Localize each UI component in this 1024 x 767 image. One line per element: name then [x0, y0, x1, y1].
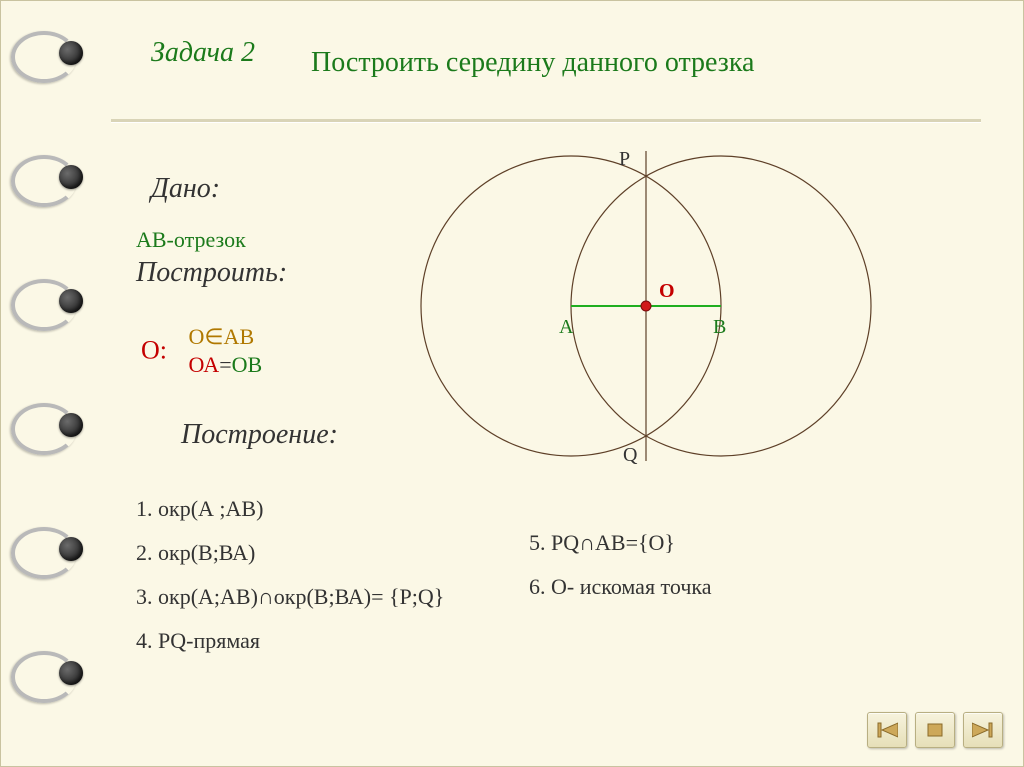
- diagram-svg: P Q А В О: [401, 121, 961, 481]
- home-button[interactable]: [915, 712, 955, 748]
- cond-ob: ОВ: [232, 352, 263, 377]
- binder-ring: [21, 23, 81, 83]
- step-5: 5. PQ∩АВ={О}: [529, 521, 712, 565]
- label-a: А: [559, 316, 574, 338]
- label-p: P: [619, 148, 630, 170]
- cond-oa: ОА: [189, 352, 220, 377]
- step-1: 1. окр(А ;АВ): [136, 487, 444, 531]
- prev-icon: [876, 720, 898, 740]
- binder-ring: [21, 519, 81, 579]
- step-3: 3. окр(А;АВ)∩окр(В;ВА)= {P;Q}: [136, 575, 444, 619]
- binder-ring: [21, 395, 81, 455]
- construction-steps-right: 5. PQ∩АВ={О} 6. О- искомая точка: [529, 521, 712, 609]
- o-conditions: О: О∈АВ ОА=ОВ: [141, 323, 262, 378]
- construction-steps-left: 1. окр(А ;АВ) 2. окр(В;ВА) 3. окр(А;АВ)∩…: [136, 487, 444, 663]
- cond-o-in-ab: О∈АВ: [189, 324, 255, 349]
- spiral-binding: [21, 1, 101, 767]
- label-o: О: [659, 280, 675, 302]
- geometry-diagram: P Q А В О: [401, 121, 961, 486]
- given-label: Дано:: [151, 173, 220, 205]
- point-o: [641, 301, 651, 311]
- binder-ring: [21, 147, 81, 207]
- construction-label: Построение:: [181, 419, 338, 451]
- page-title: Построить середину данного отрезка: [311, 47, 754, 79]
- step-2: 2. окр(В;ВА): [136, 531, 444, 575]
- label-q: Q: [623, 444, 638, 466]
- label-b: В: [713, 316, 726, 338]
- step-6: 6. О- искомая точка: [529, 565, 712, 609]
- nav-buttons: [867, 712, 1003, 748]
- slide-page: Задача 2 Построить середину данного отре…: [0, 0, 1024, 767]
- construct-label: Построить:: [136, 257, 287, 289]
- binder-ring: [21, 271, 81, 331]
- step-4: 4. PQ-прямая: [136, 619, 444, 663]
- next-icon: [972, 720, 994, 740]
- given-text: АВ-отрезок: [136, 227, 246, 253]
- home-icon: [924, 720, 946, 740]
- prev-button[interactable]: [867, 712, 907, 748]
- o-symbol: О:: [141, 336, 167, 365]
- next-button[interactable]: [963, 712, 1003, 748]
- cond-eq: =: [219, 352, 231, 377]
- cond-oa-eq-ob: ОА=ОВ: [189, 352, 263, 377]
- binder-ring: [21, 643, 81, 703]
- problem-number: Задача 2: [151, 37, 255, 69]
